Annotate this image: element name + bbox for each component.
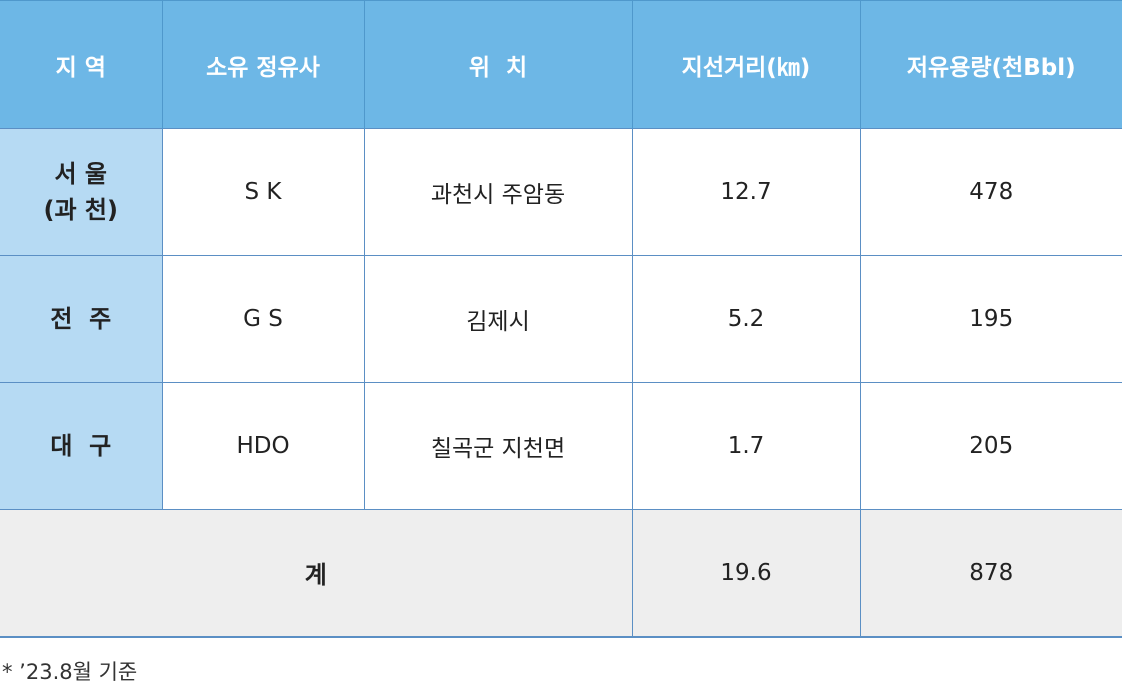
header-capacity: 저유용량(천Bbl) [859,0,1122,129]
distance-cell: 5.2 [631,255,860,383]
total-label: 계 [0,509,632,638]
header-region: 지 역 [0,0,162,129]
distance-cell: 12.7 [631,128,860,256]
region-name: 대 구 [50,432,112,460]
table-header: 지 역 소유 정유사 위 치 지선거리(㎞) 저유용량(천Bbl) [0,0,1122,129]
table-row: 대 구 HDO 칠곡군 지천면 1.7 205 [0,382,1122,510]
total-capacity: 878 [859,509,1122,638]
company-cell: S K [161,128,364,256]
region-name: 서 울 [54,160,107,188]
total-distance: 19.6 [631,509,860,638]
total-row: 계 19.6 878 [0,509,1122,638]
table-row: 서 울 (과 천) S K 과천시 주암동 12.7 478 [0,128,1122,256]
capacity-cell: 478 [859,128,1122,256]
distance-cell: 1.7 [631,382,860,510]
region-cell: 대 구 [0,382,162,510]
header-company: 소유 정유사 [161,0,364,129]
location-cell: 칠곡군 지천면 [363,382,632,510]
location-cell: 과천시 주암동 [363,128,632,256]
header-distance: 지선거리(㎞) [631,0,860,129]
company-cell: G S [161,255,364,383]
table-row: 전 주 G S 김제시 5.2 195 [0,255,1122,383]
header-location: 위 치 [363,0,632,129]
company-cell: HDO [161,382,364,510]
location-cell: 김제시 [363,255,632,383]
region-subname: (과 천) [43,196,118,224]
capacity-cell: 205 [859,382,1122,510]
region-cell: 전 주 [0,255,162,383]
header-row: 지 역 소유 정유사 위 치 지선거리(㎞) 저유용량(천Bbl) [0,0,1122,129]
pipeline-table: 지 역 소유 정유사 위 치 지선거리(㎞) 저유용량(천Bbl) 서 울 (과… [0,0,1122,638]
region-cell: 서 울 (과 천) [0,128,162,256]
footnote: * ’23.8월 기준 [2,660,138,684]
region-name: 전 주 [50,305,112,333]
table-body: 서 울 (과 천) S K 과천시 주암동 12.7 478 전 주 G S 김… [0,128,1122,638]
capacity-cell: 195 [859,255,1122,383]
